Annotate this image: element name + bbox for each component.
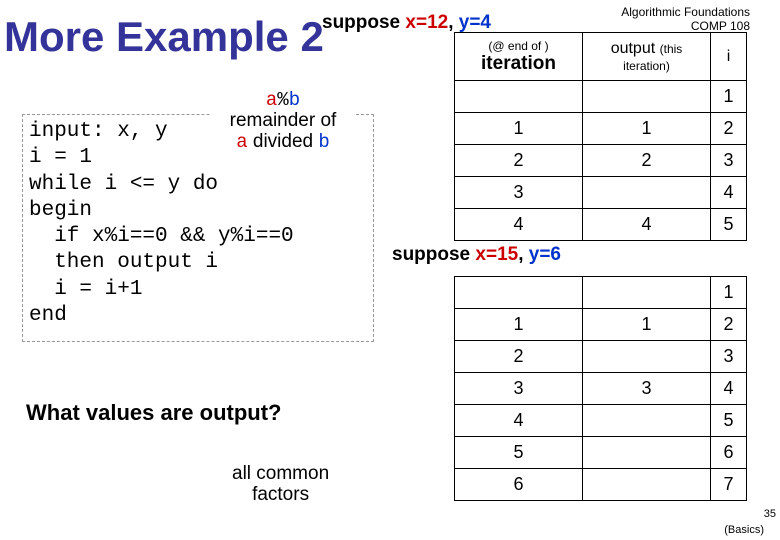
footer-text: (Basics): [724, 524, 764, 536]
table-row: 112: [455, 309, 747, 341]
table-row: 445: [455, 209, 747, 241]
modulo-annotation: a%b remainder of a divided b: [210, 90, 356, 153]
cell: 4: [455, 209, 583, 241]
cell: [583, 81, 711, 113]
annot-divided: divided: [248, 131, 319, 152]
cell: 1: [711, 277, 747, 309]
cell: 4: [583, 209, 711, 241]
cell: 6: [455, 469, 583, 501]
suppose-sep: ,: [448, 12, 459, 33]
table-row: 45: [455, 405, 747, 437]
table-row: 112: [455, 113, 747, 145]
table-row: 223: [455, 145, 747, 177]
cell: [583, 341, 711, 373]
annot-pct: %: [277, 89, 288, 111]
suppose-1: suppose x=12, y=4: [322, 12, 491, 34]
suppose-sep: ,: [518, 244, 529, 265]
cell: [583, 405, 711, 437]
cell: 2: [455, 341, 583, 373]
answer-line2: factors: [252, 484, 309, 505]
cell: 2: [583, 145, 711, 177]
answer-line1: all common: [232, 463, 329, 484]
cell: 3: [711, 145, 747, 177]
cell: [455, 81, 583, 113]
question-text: What values are output?: [26, 400, 281, 426]
cell: [583, 177, 711, 209]
code-line: i = i+1: [29, 277, 367, 303]
cell: 5: [455, 437, 583, 469]
cell: 5: [711, 209, 747, 241]
code-line: then output i: [29, 250, 367, 276]
course-code: COMP 108: [691, 19, 750, 33]
hdr-iteration: (@ end of )iteration: [455, 33, 583, 81]
suppose-y: y=4: [459, 12, 491, 33]
table-row: 23: [455, 341, 747, 373]
table-row: 56: [455, 437, 747, 469]
cell: 4: [455, 405, 583, 437]
cell: 7: [711, 469, 747, 501]
cell: 4: [711, 177, 747, 209]
suppose-prefix: suppose: [392, 244, 475, 265]
annot-b2: b: [318, 131, 329, 153]
annot-b: b: [289, 89, 300, 111]
annot-a2: a: [236, 131, 247, 153]
annot-a: a: [266, 89, 277, 111]
answer-text: all common factors: [232, 464, 329, 506]
table-row: 34: [455, 177, 747, 209]
suppose-y: y=6: [529, 244, 561, 265]
cell: [583, 469, 711, 501]
cell: 3: [711, 341, 747, 373]
table-row: 1: [455, 277, 747, 309]
cell: 1: [583, 113, 711, 145]
cell: [455, 277, 583, 309]
cell: 1: [711, 81, 747, 113]
code-line: while i <= y do: [29, 172, 367, 198]
slide-title: More Example 2: [4, 13, 324, 61]
cell: 5: [711, 405, 747, 437]
hdr-output: output (thisiteration): [583, 33, 711, 81]
cell: 2: [711, 309, 747, 341]
page-number: 35: [764, 508, 776, 520]
trace-table-1: (@ end of )iteration output (thisiterati…: [454, 32, 747, 241]
cell: [583, 277, 711, 309]
suppose-prefix: suppose: [322, 12, 405, 33]
cell: 4: [711, 373, 747, 405]
cell: 1: [455, 309, 583, 341]
code-line: begin: [29, 198, 367, 224]
suppose-x: x=15: [475, 244, 518, 265]
table-row: 334: [455, 373, 747, 405]
cell: 1: [583, 309, 711, 341]
annot-remainder: remainder of: [230, 110, 337, 131]
hdr-i: i: [711, 33, 747, 81]
course-header: Algorithmic Foundations COMP 108: [621, 5, 750, 33]
table-row: 67: [455, 469, 747, 501]
table-row: 1: [455, 81, 747, 113]
suppose-2: suppose x=15, y=6: [392, 244, 561, 266]
cell: 6: [711, 437, 747, 469]
cell: [583, 437, 711, 469]
cell: 3: [455, 177, 583, 209]
code-line: end: [29, 303, 367, 329]
cell: 3: [455, 373, 583, 405]
table-header-row: (@ end of )iteration output (thisiterati…: [455, 33, 747, 81]
cell: 1: [455, 113, 583, 145]
code-line: if x%i==0 && y%i==0: [29, 224, 367, 250]
course-name: Algorithmic Foundations: [621, 5, 750, 19]
trace-table-2: 1 112 23 334 45 56 67: [454, 276, 747, 501]
cell: 3: [583, 373, 711, 405]
cell: 2: [455, 145, 583, 177]
cell: 2: [711, 113, 747, 145]
suppose-x: x=12: [405, 12, 448, 33]
